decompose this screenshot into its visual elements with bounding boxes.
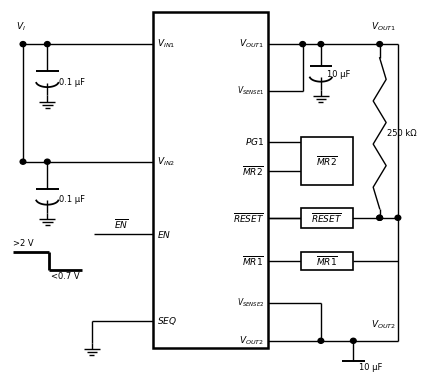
Text: 0.1 μF: 0.1 μF — [59, 195, 85, 204]
Text: $\overline{MR1}$: $\overline{MR1}$ — [242, 254, 264, 268]
Text: $\overline{MR2}$: $\overline{MR2}$ — [316, 154, 338, 168]
Text: 250 kΩ: 250 kΩ — [387, 129, 417, 138]
Circle shape — [377, 42, 383, 46]
Circle shape — [20, 42, 26, 46]
Bar — [301, 138, 353, 185]
Text: $\overline{RESET}$: $\overline{RESET}$ — [311, 211, 343, 225]
Circle shape — [300, 42, 306, 46]
Circle shape — [351, 338, 356, 343]
Circle shape — [20, 159, 26, 164]
Circle shape — [45, 42, 50, 46]
Text: $V_{IN1}$: $V_{IN1}$ — [157, 38, 175, 50]
Text: $V_{OUT2}$: $V_{OUT2}$ — [371, 318, 396, 331]
Text: $\overline{RESET}$: $\overline{RESET}$ — [233, 211, 264, 225]
Circle shape — [45, 159, 50, 164]
Text: >2 V: >2 V — [13, 239, 34, 248]
Text: $V_{SENSE2}$: $V_{SENSE2}$ — [237, 296, 264, 309]
Text: 0.1 μF: 0.1 μF — [59, 78, 85, 87]
Circle shape — [377, 215, 383, 220]
Text: $\overline{MR1}$: $\overline{MR1}$ — [316, 254, 338, 268]
Text: $V_I$: $V_I$ — [16, 21, 26, 33]
Bar — [301, 208, 353, 228]
Text: $V_{IN2}$: $V_{IN2}$ — [157, 155, 175, 168]
Bar — [153, 12, 268, 348]
Text: <0.7 V: <0.7 V — [51, 272, 80, 281]
Text: $V_{OUT1}$: $V_{OUT1}$ — [239, 38, 264, 50]
Text: $\overline{EN}$: $\overline{EN}$ — [114, 217, 128, 231]
Text: $V_{OUT1}$: $V_{OUT1}$ — [371, 21, 396, 33]
Circle shape — [395, 215, 401, 220]
Text: 10 μF: 10 μF — [360, 363, 383, 372]
Bar — [301, 252, 353, 270]
Circle shape — [318, 338, 324, 343]
Text: $EN$: $EN$ — [157, 228, 171, 240]
Text: 10 μF: 10 μF — [327, 70, 350, 79]
Text: $PG1$: $PG1$ — [245, 136, 264, 147]
Text: $V_{OUT2}$: $V_{OUT2}$ — [239, 334, 264, 347]
Text: $V_{SENSE1}$: $V_{SENSE1}$ — [237, 85, 264, 97]
Text: $SEQ$: $SEQ$ — [157, 315, 177, 327]
Circle shape — [377, 215, 383, 220]
Circle shape — [318, 42, 324, 46]
Text: $\overline{MR2}$: $\overline{MR2}$ — [242, 164, 264, 178]
